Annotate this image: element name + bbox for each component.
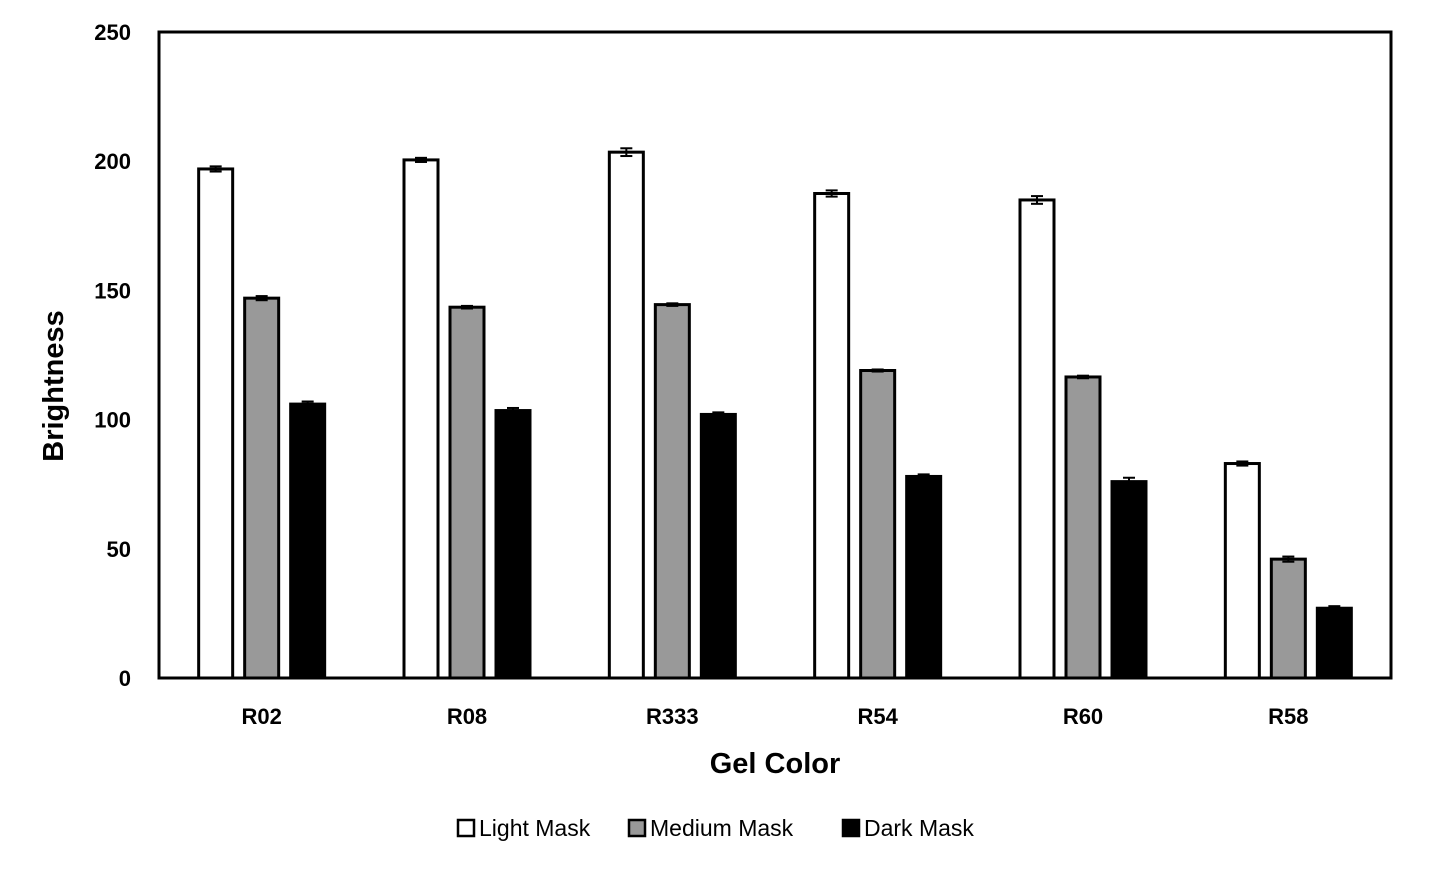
bar-light-mask: [1223, 462, 1261, 680]
legend: Light Mask Medium Mask Dark Mask: [456, 815, 974, 841]
bar-light-mask: [402, 158, 440, 680]
bar-medium-mask: [859, 369, 897, 680]
y-tick-label: 0: [119, 666, 131, 691]
bar-dark-mask: [1315, 606, 1353, 680]
legend-swatch: [841, 818, 861, 838]
x-tick-label: R58: [1268, 704, 1308, 729]
bar-dark-mask: [699, 412, 737, 680]
bar-dark-mask: [289, 402, 327, 680]
legend-label: Dark Mask: [864, 815, 974, 841]
plot-area-frame: [157, 30, 1393, 680]
bar-medium-mask: [243, 296, 281, 680]
x-tick-label: R60: [1063, 704, 1103, 729]
legend-label: Light Mask: [479, 815, 591, 841]
bar-dark-mask: [1110, 480, 1148, 680]
y-tick-label: 100: [94, 408, 131, 433]
bars-layer: [197, 147, 1353, 680]
x-tick-label: R02: [241, 704, 281, 729]
x-axis-title: Gel Color: [710, 748, 841, 780]
bar-light-mask: [813, 192, 851, 680]
bar-dark-mask: [494, 409, 532, 680]
bar-light-mask: [197, 167, 235, 680]
bar-medium-mask: [653, 303, 691, 680]
legend-label: Medium Mask: [650, 815, 794, 841]
bar-light-mask: [1018, 198, 1056, 680]
x-axis-tick-labels: R02 R08 R333 R54 R60 R58: [241, 704, 1308, 729]
bar-medium-mask: [1064, 375, 1102, 680]
y-tick-label: 250: [94, 20, 131, 45]
x-tick-label: R54: [857, 704, 898, 729]
bar-medium-mask: [1269, 557, 1307, 680]
y-tick-label: 150: [94, 278, 131, 303]
bar-medium-mask: [448, 305, 486, 680]
x-tick-label: R08: [447, 704, 487, 729]
bar-dark-mask: [905, 474, 943, 680]
bar-light-mask: [607, 150, 645, 680]
y-axis-title: Brightness: [38, 310, 70, 461]
y-axis-tick-labels: 0 50 100 150 200 250: [94, 20, 131, 691]
x-tick-label: R333: [646, 704, 699, 729]
y-tick-label: 200: [94, 149, 131, 174]
legend-swatch: [456, 818, 476, 838]
legend-swatch: [627, 818, 647, 838]
y-tick-label: 50: [107, 537, 131, 562]
